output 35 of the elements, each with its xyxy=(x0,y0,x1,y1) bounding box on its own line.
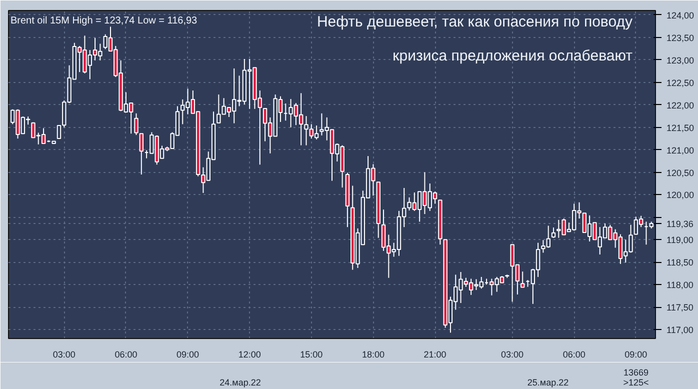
y-tick-label: 121,00 xyxy=(666,145,694,156)
y-tick-label: 119,00 xyxy=(666,235,694,246)
text: Нефть дешевеет, так как опасения по поводу кризиса предложения ослабевают xyxy=(316,14,633,64)
candlestick xyxy=(520,271,525,288)
y-tick-label: 118,00 xyxy=(666,280,694,290)
y-tick-label: 123,00 xyxy=(666,55,694,66)
x-tick-label: 18:00 xyxy=(362,350,384,360)
y-tick-label: 120,50 xyxy=(666,168,694,178)
y-tick-label: 117,50 xyxy=(666,302,694,313)
x-tick-label: 03:00 xyxy=(52,350,76,360)
y-tick-label: 122,00 xyxy=(666,100,694,110)
y-tick-label: 121,50 xyxy=(666,122,694,133)
y-tick-label: 122,50 xyxy=(666,78,694,88)
candlestick xyxy=(134,112,138,136)
x-tick-label: 06:00 xyxy=(562,350,586,360)
x-tick-label: 15:00 xyxy=(300,350,323,360)
text: 13669 xyxy=(624,368,649,378)
x-tick-label: 12:00 xyxy=(238,350,261,360)
y-tick-label: 124,00 xyxy=(666,10,694,20)
candlestick xyxy=(139,133,144,175)
y-tick-label: 123,50 xyxy=(666,32,694,43)
text: >125< xyxy=(623,378,649,388)
x-tick-label: 03:00 xyxy=(501,350,524,360)
x-tick-label: 21:00 xyxy=(424,350,446,360)
candlestick xyxy=(551,227,556,238)
y-tick-label: 118,50 xyxy=(666,258,694,268)
text: 25.мар.22 xyxy=(527,378,569,388)
x-tick-label: 09:00 xyxy=(624,350,648,360)
x-tick-label: 09:00 xyxy=(176,350,200,360)
x-tick-label: 06:00 xyxy=(114,350,138,360)
y-tick-label: 120,00 xyxy=(666,190,694,200)
y-tick-label: 119,36 xyxy=(666,218,694,229)
annotation: Brent oil 15M High = 123,74 Low = 116,93 xyxy=(10,16,198,26)
y-tick-label: 117,00 xyxy=(666,325,694,336)
text: 24.мар.22 xyxy=(220,378,261,388)
